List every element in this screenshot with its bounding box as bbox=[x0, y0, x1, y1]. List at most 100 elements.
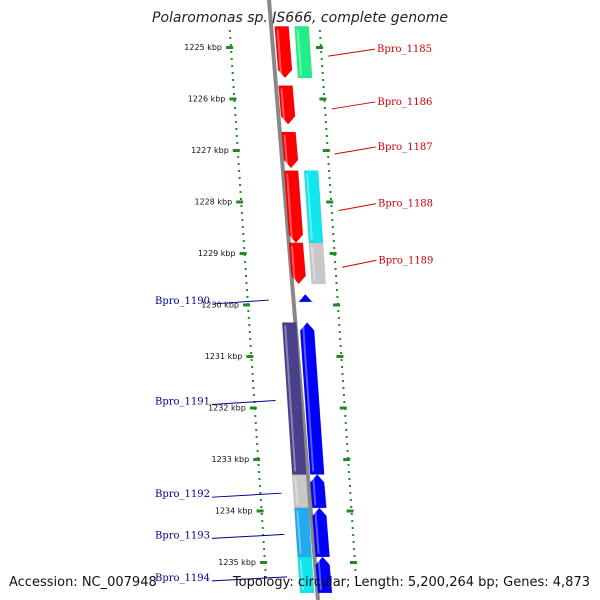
axis-dot-right bbox=[324, 114, 327, 116]
bpro-1185-gene-mark bbox=[274, 26, 293, 79]
bpro-1190-gene-shine bbox=[300, 296, 303, 300]
bpro-1189-gene-mark bbox=[288, 242, 306, 285]
bpro-1187-gene-mark bbox=[281, 131, 299, 169]
axis-dot-right bbox=[331, 219, 334, 221]
gene-labels: Bpro_1185 Bpro_1186 Bpro_1187 Bpro_1188 Bpro… bbox=[155, 44, 433, 584]
bpro-1194-gene-shine bbox=[317, 559, 323, 590]
axis-dot-right bbox=[333, 247, 336, 249]
axis-dot-left bbox=[260, 513, 263, 515]
axis-dot-left bbox=[262, 541, 265, 543]
axis-dot-left bbox=[238, 177, 241, 179]
axis-dot-right bbox=[326, 142, 329, 144]
axis-dot-right bbox=[334, 268, 337, 270]
axis-dot-right bbox=[320, 58, 323, 60]
bpro-1188-cds-shine bbox=[306, 173, 313, 240]
bpro-1192-gene-mark bbox=[309, 474, 327, 509]
tick-mark-right bbox=[349, 561, 357, 564]
bpro-1193-gene-mark bbox=[312, 507, 330, 558]
tick-mark-left bbox=[253, 458, 261, 461]
axis-dot-left bbox=[233, 107, 236, 109]
bpro-1187-label: Bpro_1187 bbox=[378, 142, 433, 153]
tick-mark-right bbox=[316, 46, 323, 49]
axis-dot-right bbox=[327, 163, 330, 165]
bpro-1193-leader bbox=[211, 533, 285, 539]
axis-dot-right bbox=[318, 30, 321, 32]
tick-label: 1227 kbp bbox=[191, 146, 229, 155]
bpro-1188-gene-mark bbox=[283, 170, 304, 244]
axis-dot-right bbox=[325, 128, 328, 130]
axis-dot-left bbox=[229, 37, 232, 39]
axis-dot-right bbox=[334, 261, 337, 263]
axis-dot-left bbox=[261, 520, 264, 522]
axis-dot-right bbox=[339, 338, 342, 340]
axis-dot-right bbox=[351, 527, 354, 529]
axis-dot-right bbox=[341, 366, 344, 368]
bpro-1192-leader bbox=[211, 492, 282, 498]
axis-dot-right bbox=[332, 233, 335, 235]
axis-dot-left bbox=[262, 534, 265, 536]
tick-mark-left bbox=[256, 509, 264, 513]
axis-dot-right bbox=[339, 345, 342, 347]
axis-dot-left bbox=[240, 212, 243, 214]
axis-dot-right bbox=[319, 37, 322, 39]
bpro-1188-leader bbox=[338, 203, 377, 212]
bpro-1192-label: Bpro_1192 bbox=[155, 489, 210, 500]
tick-label: 1228 kbp bbox=[194, 198, 232, 207]
axis-dot-right bbox=[329, 184, 332, 186]
bpro-1194-gene-mark bbox=[315, 556, 333, 594]
axis-dot-left bbox=[246, 296, 249, 298]
axis-dot-right bbox=[335, 289, 338, 291]
axis-dot-left bbox=[238, 170, 241, 172]
bpro-1191-label: Bpro_1191 bbox=[155, 396, 210, 407]
bpro-1191-gene-mark bbox=[299, 322, 325, 475]
axis-dot-left bbox=[237, 163, 240, 165]
axis-dot-left bbox=[244, 261, 247, 263]
axis-dot-left bbox=[249, 345, 252, 347]
bpro-1185-label: Bpro_1185 bbox=[377, 44, 432, 55]
genome-backbone bbox=[267, 0, 320, 600]
axis-dot-right bbox=[341, 373, 344, 375]
axis-dot-right bbox=[323, 93, 326, 95]
axis-dot-left bbox=[263, 555, 266, 557]
bpro-1194-label: Bpro_1194 bbox=[155, 573, 210, 584]
axis-dot-right bbox=[319, 44, 322, 46]
axis-dot-right bbox=[342, 387, 345, 389]
tick-mark-left bbox=[239, 252, 247, 255]
axis-dot-right bbox=[345, 436, 348, 438]
axis-dot-right bbox=[354, 569, 357, 571]
axis-dot-left bbox=[244, 268, 247, 270]
tick-mark-right bbox=[346, 509, 354, 513]
tick-mark-right bbox=[329, 252, 337, 255]
tick-mark-right bbox=[339, 406, 347, 410]
axis-dot-right bbox=[340, 352, 343, 354]
axis-dot-right bbox=[338, 324, 341, 326]
axis-dot-right bbox=[350, 506, 353, 508]
axis-dot-left bbox=[242, 233, 245, 235]
bpro-1189-leader bbox=[342, 259, 377, 268]
bpro-1186-gene-shine bbox=[280, 88, 286, 122]
bpro-1190-gene-mark bbox=[298, 293, 313, 303]
bpro-1189-cds-shine bbox=[310, 245, 316, 281]
axis-dot-right bbox=[351, 520, 354, 522]
bpro-1193-gene-shine bbox=[314, 510, 320, 554]
axis-dot-left bbox=[240, 205, 243, 207]
axis-dot-right bbox=[335, 275, 338, 277]
axis-dot-left bbox=[245, 282, 248, 284]
axis-dot-left bbox=[229, 44, 232, 46]
axis-dot-right bbox=[343, 401, 346, 403]
tick-mark-left bbox=[249, 406, 257, 410]
tick-label: 1234 kbp bbox=[215, 507, 253, 516]
bpro-1194-cds-mark bbox=[297, 556, 315, 594]
axis-dot-right bbox=[323, 100, 326, 102]
tick-label: 1233 kbp bbox=[211, 455, 249, 464]
axis-dot-left bbox=[248, 331, 251, 333]
axis-dot-left bbox=[237, 156, 240, 158]
axis-dot-left bbox=[261, 527, 264, 529]
axis-dot-right bbox=[342, 394, 345, 396]
axis-dot-left bbox=[228, 30, 231, 32]
tick-mark-left bbox=[229, 97, 237, 101]
axis-dot-right bbox=[336, 296, 339, 298]
axis-dot-right bbox=[347, 464, 350, 466]
axis-dot-right bbox=[328, 177, 331, 179]
axis-dot-right bbox=[323, 107, 326, 109]
